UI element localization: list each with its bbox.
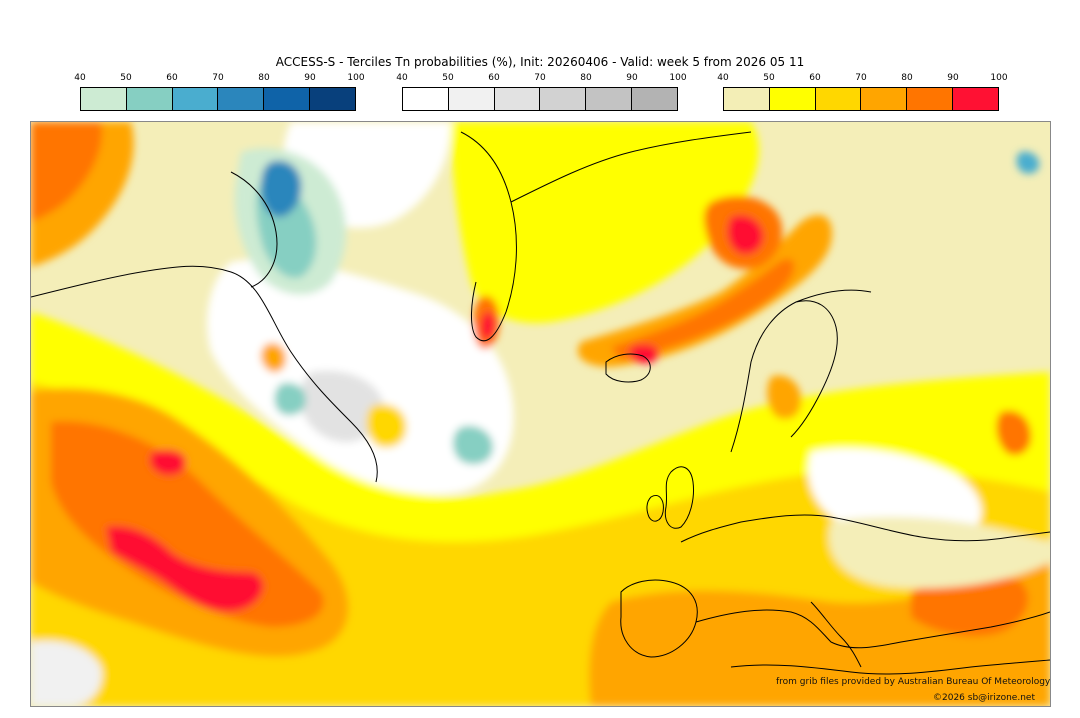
field-darkorange-nw [31,122,102,222]
coastline-hudson [230,171,278,288]
legend-bar [723,87,999,111]
legend-tick: 40 [396,73,408,83]
legend-swatch [403,88,449,110]
coastlines [31,131,1050,675]
legend-tick: 90 [947,73,959,83]
legend-tick: 70 [212,73,224,83]
legend-swatch [264,88,311,110]
field-orange-mediterranean [589,552,1050,706]
legend-tick: 80 [901,73,913,83]
field-orange-labrador-2 [366,404,407,448]
field-teal-spot-1 [274,382,306,416]
legend-tick: 50 [120,73,132,83]
field-teal-spot-2 [452,425,493,465]
legend-tick: 100 [990,73,1008,83]
field-orange-iceland [577,214,832,367]
field-red-atlantic-small [149,449,186,476]
field-red-barents [727,215,764,255]
map-panel [30,121,1051,707]
field-yellow-greenland [451,122,759,323]
legend-swatch [861,88,908,110]
legend-bar [402,87,678,111]
coastline-italy [810,601,862,668]
coastline-mediterranean [695,609,1050,675]
field-orange-baltic [767,375,802,420]
legend-tick: 60 [809,73,821,83]
field-darkorange-mediterranean [911,576,1029,637]
legend-swatch [586,88,633,110]
legend-swatch [310,88,355,110]
field-orange-blacksea [996,410,1031,456]
field-teal-spot-east [1016,151,1040,174]
legend-tick: 70 [855,73,867,83]
legend-tick: 40 [74,73,86,83]
legend-swatch [953,88,998,110]
legend-swatch [815,88,862,110]
field-red-atlantic [106,526,264,612]
legend-tick: 90 [626,73,638,83]
legend-tick: 100 [347,73,365,83]
legend-tick: 50 [442,73,454,83]
legend-tick: 60 [488,73,500,83]
legend-tick: 80 [580,73,592,83]
coastline-iberia [620,579,698,658]
legend-tick: 70 [534,73,546,83]
field-grey-labrador [300,370,385,443]
field-blue-arctic [261,160,302,218]
field-darkorange-iceland [611,258,795,360]
coastline-iceland [605,353,651,383]
legend-tick: 60 [166,73,178,83]
field-pale-easteurope [829,516,1050,589]
legend-swatch [81,88,127,110]
legend-tick: 50 [763,73,775,83]
legend-near-normal: 40 50 60 70 80 90 100 [396,73,687,111]
legend-tick: 100 [669,73,687,83]
field-red-iceland [628,344,660,364]
field-white-canada [207,259,514,495]
coastline-canada [31,265,378,483]
legend-swatch [218,88,265,110]
source-credit: from grib files provided by Australian B… [776,677,1051,687]
legend-bar [80,87,356,111]
copyright-credit: ©2026 sb@irizone.net [933,693,1035,703]
legend-tick: 90 [304,73,316,83]
field-white-europe [808,448,982,542]
legend-swatch [724,88,770,110]
coastline-greenland [460,131,752,342]
field-orange-labrador [260,342,287,373]
legend-above-normal: 40 50 60 70 80 90 100 [717,73,1008,111]
legend-swatch [494,88,541,110]
legend-swatch [540,88,587,110]
coastline-britain [646,466,694,529]
field-red-greenland-coast [480,311,496,340]
coastline-scandinavia [730,289,872,453]
legend-tick: 40 [717,73,729,83]
field-grey-southwest [31,640,102,706]
legend-swatch [448,88,495,110]
legend-swatch [126,88,173,110]
map-field [31,122,1050,706]
legend-tick: 80 [258,73,270,83]
probability-field [31,122,1050,706]
legend-swatch [769,88,816,110]
coastline-europe [680,514,1050,543]
map-title: ACCESS-S - Terciles Tn probabilities (%)… [275,55,805,69]
legend-below-normal: 40 50 60 70 80 90 100 [74,73,365,111]
legend-swatch [172,88,219,110]
legend-swatch [907,88,954,110]
legend-swatch [632,88,677,110]
